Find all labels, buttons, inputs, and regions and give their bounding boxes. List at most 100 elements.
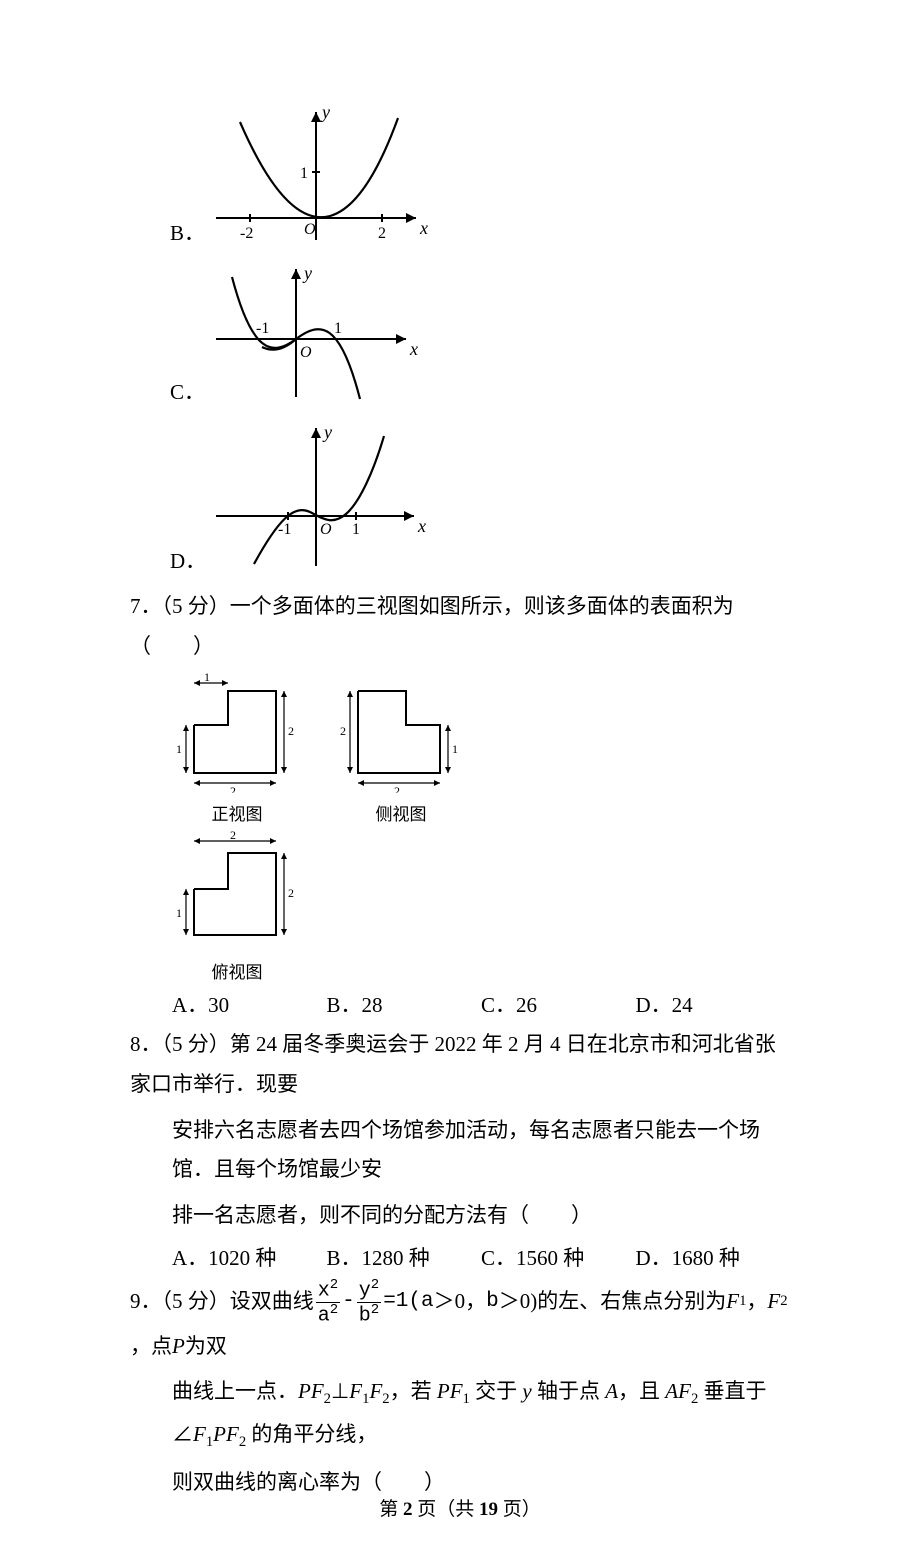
q9-l2g: 的角平分线， <box>246 1422 377 1446</box>
q9-PF1sub: 1 <box>463 1392 470 1408</box>
q9-frac2-num-sup: 2 <box>371 1277 379 1293</box>
q7-choice-b: B．28 <box>327 989 482 1019</box>
option-c-label: C． <box>170 376 196 412</box>
q9-frac2-num: y <box>359 1280 371 1303</box>
q9-frac2-den-sup: 2 <box>371 1302 379 1318</box>
q9-F2: F <box>767 1282 780 1322</box>
svg-text:1: 1 <box>452 742 458 756</box>
q7-side-view: 2 1 2 侧视图 <box>336 673 466 825</box>
svg-text:1: 1 <box>176 906 182 920</box>
svg-text:2: 2 <box>288 886 294 900</box>
q9-tail2: 为双 <box>185 1327 227 1367</box>
option-b-label: B． <box>170 217 196 253</box>
svg-text:1: 1 <box>334 320 342 337</box>
option-d-row: D． -1 1 O y x <box>130 416 790 581</box>
q7-views-row2: 2 2 1 俯视图 <box>130 831 790 983</box>
footer-total: 19 <box>479 1499 498 1520</box>
q9-post: 的左、右焦点分别为 <box>537 1282 726 1322</box>
svg-text:x: x <box>419 218 428 238</box>
q9-line1: 9．（5 分）设双曲线 x2 a2 - y2 b2 =1(a＞0，b＞0)的左、… <box>130 1278 790 1366</box>
q7-choice-b-val: 28 <box>362 993 383 1017</box>
front-view-svg: 1 2 1 2 <box>172 673 302 793</box>
q7-views-row1: 1 2 1 2 正视图 <box>130 673 790 825</box>
q9-AF2sub: 2 <box>691 1392 698 1408</box>
page-footer: 第 2 页（共 19 页） <box>0 1494 920 1521</box>
q7-top-view: 2 2 1 俯视图 <box>172 831 302 983</box>
graph-d: -1 1 O y x <box>206 416 436 581</box>
q9-ang1: F <box>193 1422 206 1446</box>
q8-choice-a: A．1020 种 <box>172 1242 327 1272</box>
svg-text:O: O <box>320 521 332 538</box>
svg-text:2: 2 <box>378 225 386 242</box>
q9-F1sub: 1 <box>739 1288 746 1316</box>
svg-text:x: x <box>409 339 418 359</box>
q9-b: b <box>486 1282 499 1322</box>
q9-ang1sub: 1 <box>206 1434 213 1450</box>
side-view-svg: 2 1 2 <box>336 673 466 793</box>
svg-text:x: x <box>417 516 426 536</box>
top-view-label: 俯视图 <box>172 958 302 983</box>
q9-l2b: ，若 <box>390 1379 437 1403</box>
q9-F1F2a: F <box>349 1379 362 1403</box>
q7-choices: A．30 B．28 C．26 D．24 <box>130 989 790 1019</box>
svg-text:y: y <box>320 102 330 122</box>
q9-yvar: y <box>522 1379 531 1403</box>
q8-line1: 8．（5 分）第 24 届冬季奥运会于 2022 年 2 月 4 日在北京市和河… <box>130 1025 790 1105</box>
q9-pre: 9．（5 分）设双曲线 <box>130 1282 314 1322</box>
q9-frac1-num-sup: 2 <box>330 1277 338 1293</box>
top-view-svg: 2 2 1 <box>172 831 302 951</box>
page: B． -2 2 1 O y x <box>0 0 920 1545</box>
q9-A: A <box>605 1379 618 1403</box>
svg-text:2: 2 <box>394 784 400 793</box>
footer-pre: 第 <box>379 1499 403 1520</box>
q8-choice-d: D．1680 种 <box>636 1242 791 1272</box>
footer-mid: 页（共 <box>412 1499 479 1520</box>
footer-page: 2 <box>403 1499 413 1520</box>
q9-cond2: ＞0) <box>499 1282 538 1322</box>
footer-post: 页） <box>498 1499 541 1520</box>
graph-b: -2 2 1 O y x <box>206 100 436 253</box>
q9-cond1: ＞0， <box>434 1282 487 1322</box>
q7-front-view: 1 2 1 2 正视图 <box>172 673 302 825</box>
q9-F1F2a-sub: 1 <box>362 1392 369 1408</box>
q7-text: 7．（5 分）一个多面体的三视图如图所示，则该多面体的表面积为（ ） <box>130 587 790 667</box>
graph-d-svg: -1 1 O y x <box>206 416 436 576</box>
q9-frac1: x2 a2 <box>316 1278 340 1326</box>
graph-c: -1 1 O y x <box>206 257 426 412</box>
q8-choice-b: B．1280 种 <box>327 1242 482 1272</box>
q9-F1: F <box>726 1282 739 1322</box>
svg-text:-1: -1 <box>256 320 269 337</box>
q9-AF2: AF <box>665 1379 691 1403</box>
q9-line2: 曲线上一点．PF2⊥F1F2，若 PF1 交于 y 轴于点 A，且 AF2 垂直… <box>130 1372 790 1456</box>
svg-text:-2: -2 <box>240 225 253 242</box>
q9-l2e: ，且 <box>618 1379 665 1403</box>
q9-F2sub: 2 <box>780 1288 787 1316</box>
q9-frac1-den: a <box>318 1305 330 1328</box>
q9-angPsub: 2 <box>239 1434 246 1450</box>
q8-choice-a-val: 1020 种 <box>208 1246 276 1270</box>
q7-choice-c: C．26 <box>481 989 636 1019</box>
q9-frac1-num: x <box>318 1280 330 1303</box>
q7-choice-d-val: 24 <box>672 993 693 1017</box>
front-view-label: 正视图 <box>172 800 302 825</box>
q9-a: a <box>421 1282 434 1322</box>
q9-comma: ， <box>746 1282 767 1322</box>
q9-l2c: 交于 <box>470 1379 523 1403</box>
q9-PF2: PF <box>298 1379 324 1403</box>
q9-F1F2b-sub: 2 <box>382 1392 389 1408</box>
svg-text:1: 1 <box>204 673 210 684</box>
svg-text:y: y <box>302 263 312 283</box>
q8-line3: 排一名志愿者，则不同的分配方法有（ ） <box>130 1196 790 1236</box>
graph-b-svg: -2 2 1 O y x <box>206 100 436 248</box>
svg-text:1: 1 <box>352 521 360 538</box>
q7-choice-a-val: 30 <box>208 993 229 1017</box>
q9-F1F2b: F <box>369 1379 382 1403</box>
q8-line2: 安排六名志愿者去四个场馆参加活动，每名志愿者只能去一个场馆．且每个场馆最少安 <box>130 1111 790 1191</box>
svg-text:2: 2 <box>230 784 236 793</box>
q8-choice-c: C．1560 种 <box>481 1242 636 1272</box>
svg-text:2: 2 <box>230 831 236 842</box>
q9-minus: - <box>342 1282 355 1322</box>
q8-choice-b-val: 1280 种 <box>362 1246 430 1270</box>
q9-eq: =1( <box>383 1282 421 1322</box>
svg-text:y: y <box>322 422 332 442</box>
